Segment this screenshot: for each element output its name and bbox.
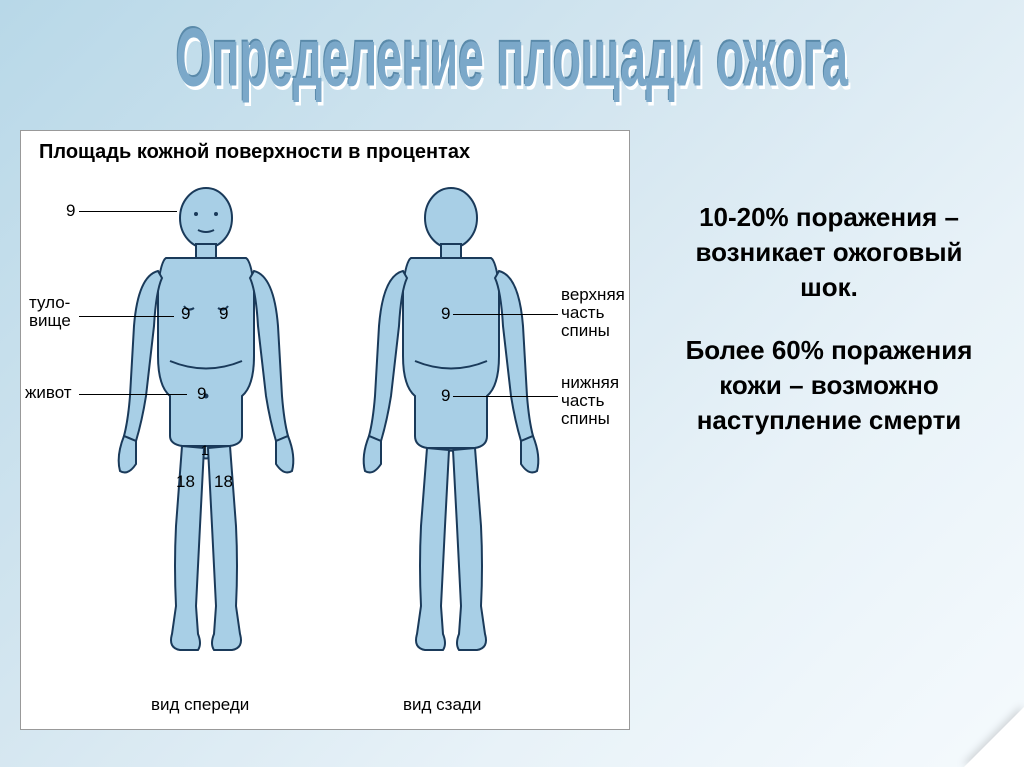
label-upper-back: верхняя часть спины [561, 286, 625, 340]
label-leg-l: 18 [176, 472, 195, 492]
label-upper-value: 9 [441, 304, 450, 324]
label-belly-value: 9 [197, 384, 206, 404]
caption-back: вид сзади [403, 695, 481, 715]
label-lower-back: нижняя часть спины [561, 374, 619, 428]
info-text: 10-20% поражения – возникает ожоговый шо… [674, 200, 984, 467]
figure-front [106, 186, 306, 656]
label-trunk: туло- вище [29, 294, 71, 330]
label-leg-r: 18 [214, 472, 233, 492]
label-lower-value: 9 [441, 386, 450, 406]
label-belly: живот [25, 384, 72, 402]
leader-lower [453, 396, 558, 397]
corner-fold-icon [964, 707, 1024, 767]
label-groin: 1 [201, 442, 209, 458]
info-p2: Более 60% поражения кожи – возможно наст… [674, 333, 984, 438]
diagram-subtitle: Площадь кожной поверхности в процентах [39, 141, 470, 164]
label-head-value: 9 [66, 201, 75, 221]
info-p1: 10-20% поражения – возникает ожоговый шо… [674, 200, 984, 305]
leader-belly [79, 394, 187, 395]
caption-front: вид спереди [151, 695, 249, 715]
figure-back [351, 186, 551, 656]
label-chest-r: 9 [219, 304, 228, 324]
body-front-svg [106, 186, 306, 656]
label-trunk-value: 9 [181, 304, 190, 324]
leader-trunk [79, 316, 174, 317]
figures-area: 9 туло- вище 9 9 живот 9 1 18 18 9 верхн… [21, 186, 629, 686]
leader-head [79, 211, 177, 212]
body-back-svg [351, 186, 551, 656]
leader-upper [453, 314, 558, 315]
diagram-container: Площадь кожной поверхности в процентах [20, 130, 630, 730]
page-title: Определение площади ожога [176, 8, 848, 105]
